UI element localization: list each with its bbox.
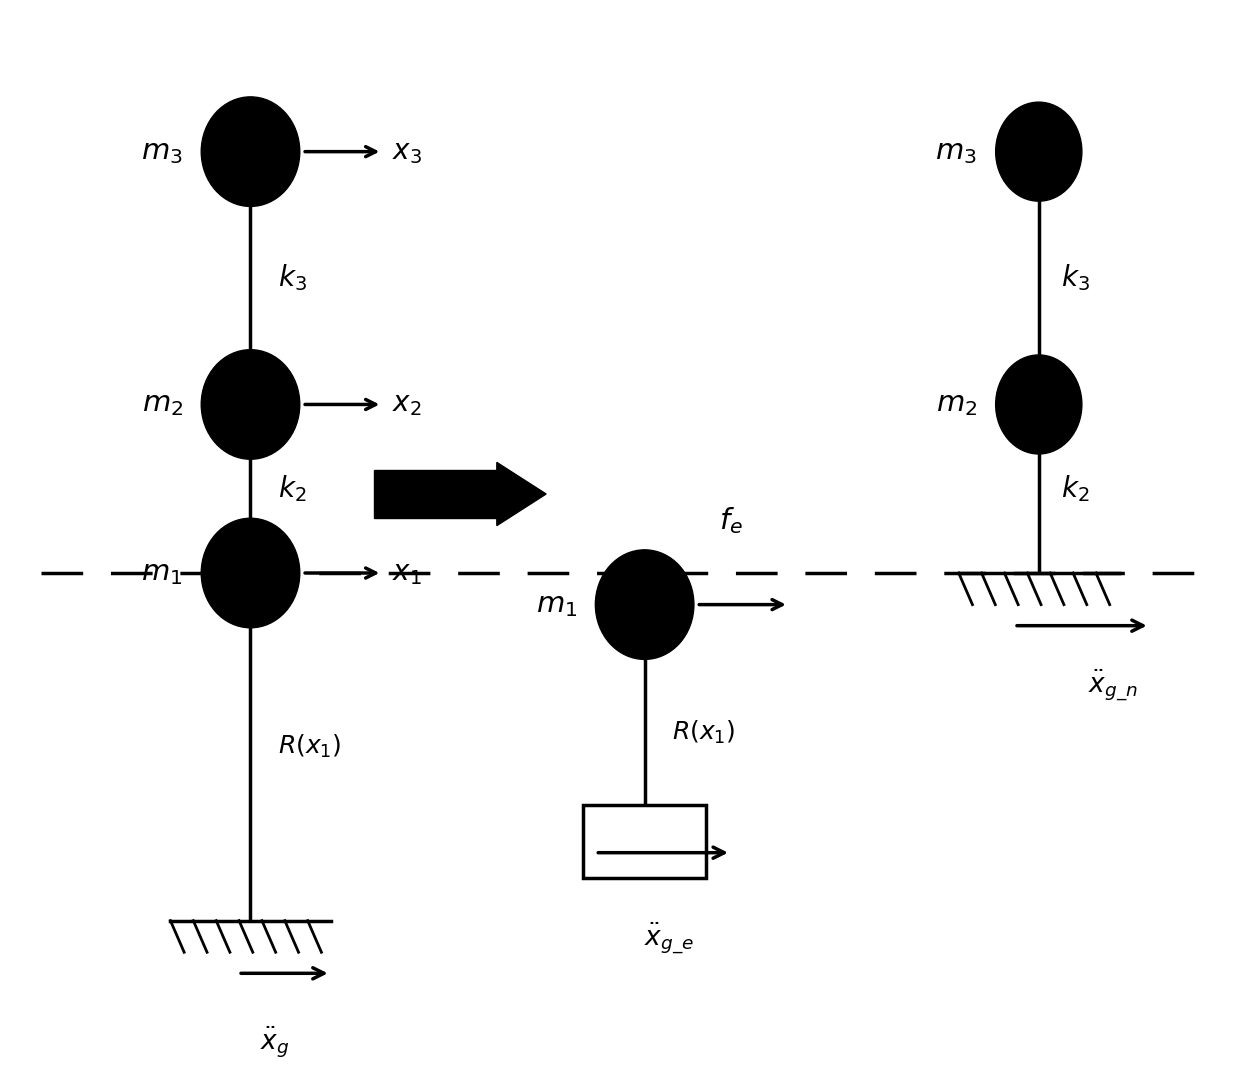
Text: $k_3$: $k_3$ (1061, 262, 1090, 293)
Text: $x_1$: $x_1$ (392, 559, 422, 587)
Ellipse shape (201, 350, 300, 459)
Ellipse shape (996, 355, 1081, 454)
Text: $x_2$: $x_2$ (392, 391, 422, 419)
Ellipse shape (996, 102, 1081, 201)
Text: $k_2$: $k_2$ (278, 473, 306, 504)
Text: $\ddot{x}_g$: $\ddot{x}_g$ (260, 1024, 290, 1059)
Text: $R(x_1)$: $R(x_1)$ (278, 734, 341, 760)
Text: $x_3$: $x_3$ (392, 138, 422, 166)
Text: $m_3$: $m_3$ (935, 138, 977, 166)
Text: $m_3$: $m_3$ (141, 138, 182, 166)
Ellipse shape (595, 549, 694, 660)
Text: $\ddot{x}_{g\_n}$: $\ddot{x}_{g\_n}$ (1087, 668, 1137, 704)
Text: $f_e$: $f_e$ (719, 506, 743, 537)
Bar (583, 804, 707, 878)
Text: $m_1$: $m_1$ (141, 559, 182, 587)
Bar (373, 470, 497, 517)
Text: $m_2$: $m_2$ (141, 391, 182, 419)
Text: $m_2$: $m_2$ (936, 391, 977, 419)
Ellipse shape (201, 96, 300, 207)
Text: $m_1$: $m_1$ (536, 590, 577, 619)
Text: $\ddot{x}_{g\_e}$: $\ddot{x}_{g\_e}$ (645, 921, 694, 956)
Text: $k_3$: $k_3$ (278, 262, 306, 293)
Polygon shape (497, 463, 546, 526)
Ellipse shape (201, 518, 300, 628)
Text: $R(x_1)$: $R(x_1)$ (672, 719, 735, 745)
Text: $k_2$: $k_2$ (1061, 473, 1090, 504)
